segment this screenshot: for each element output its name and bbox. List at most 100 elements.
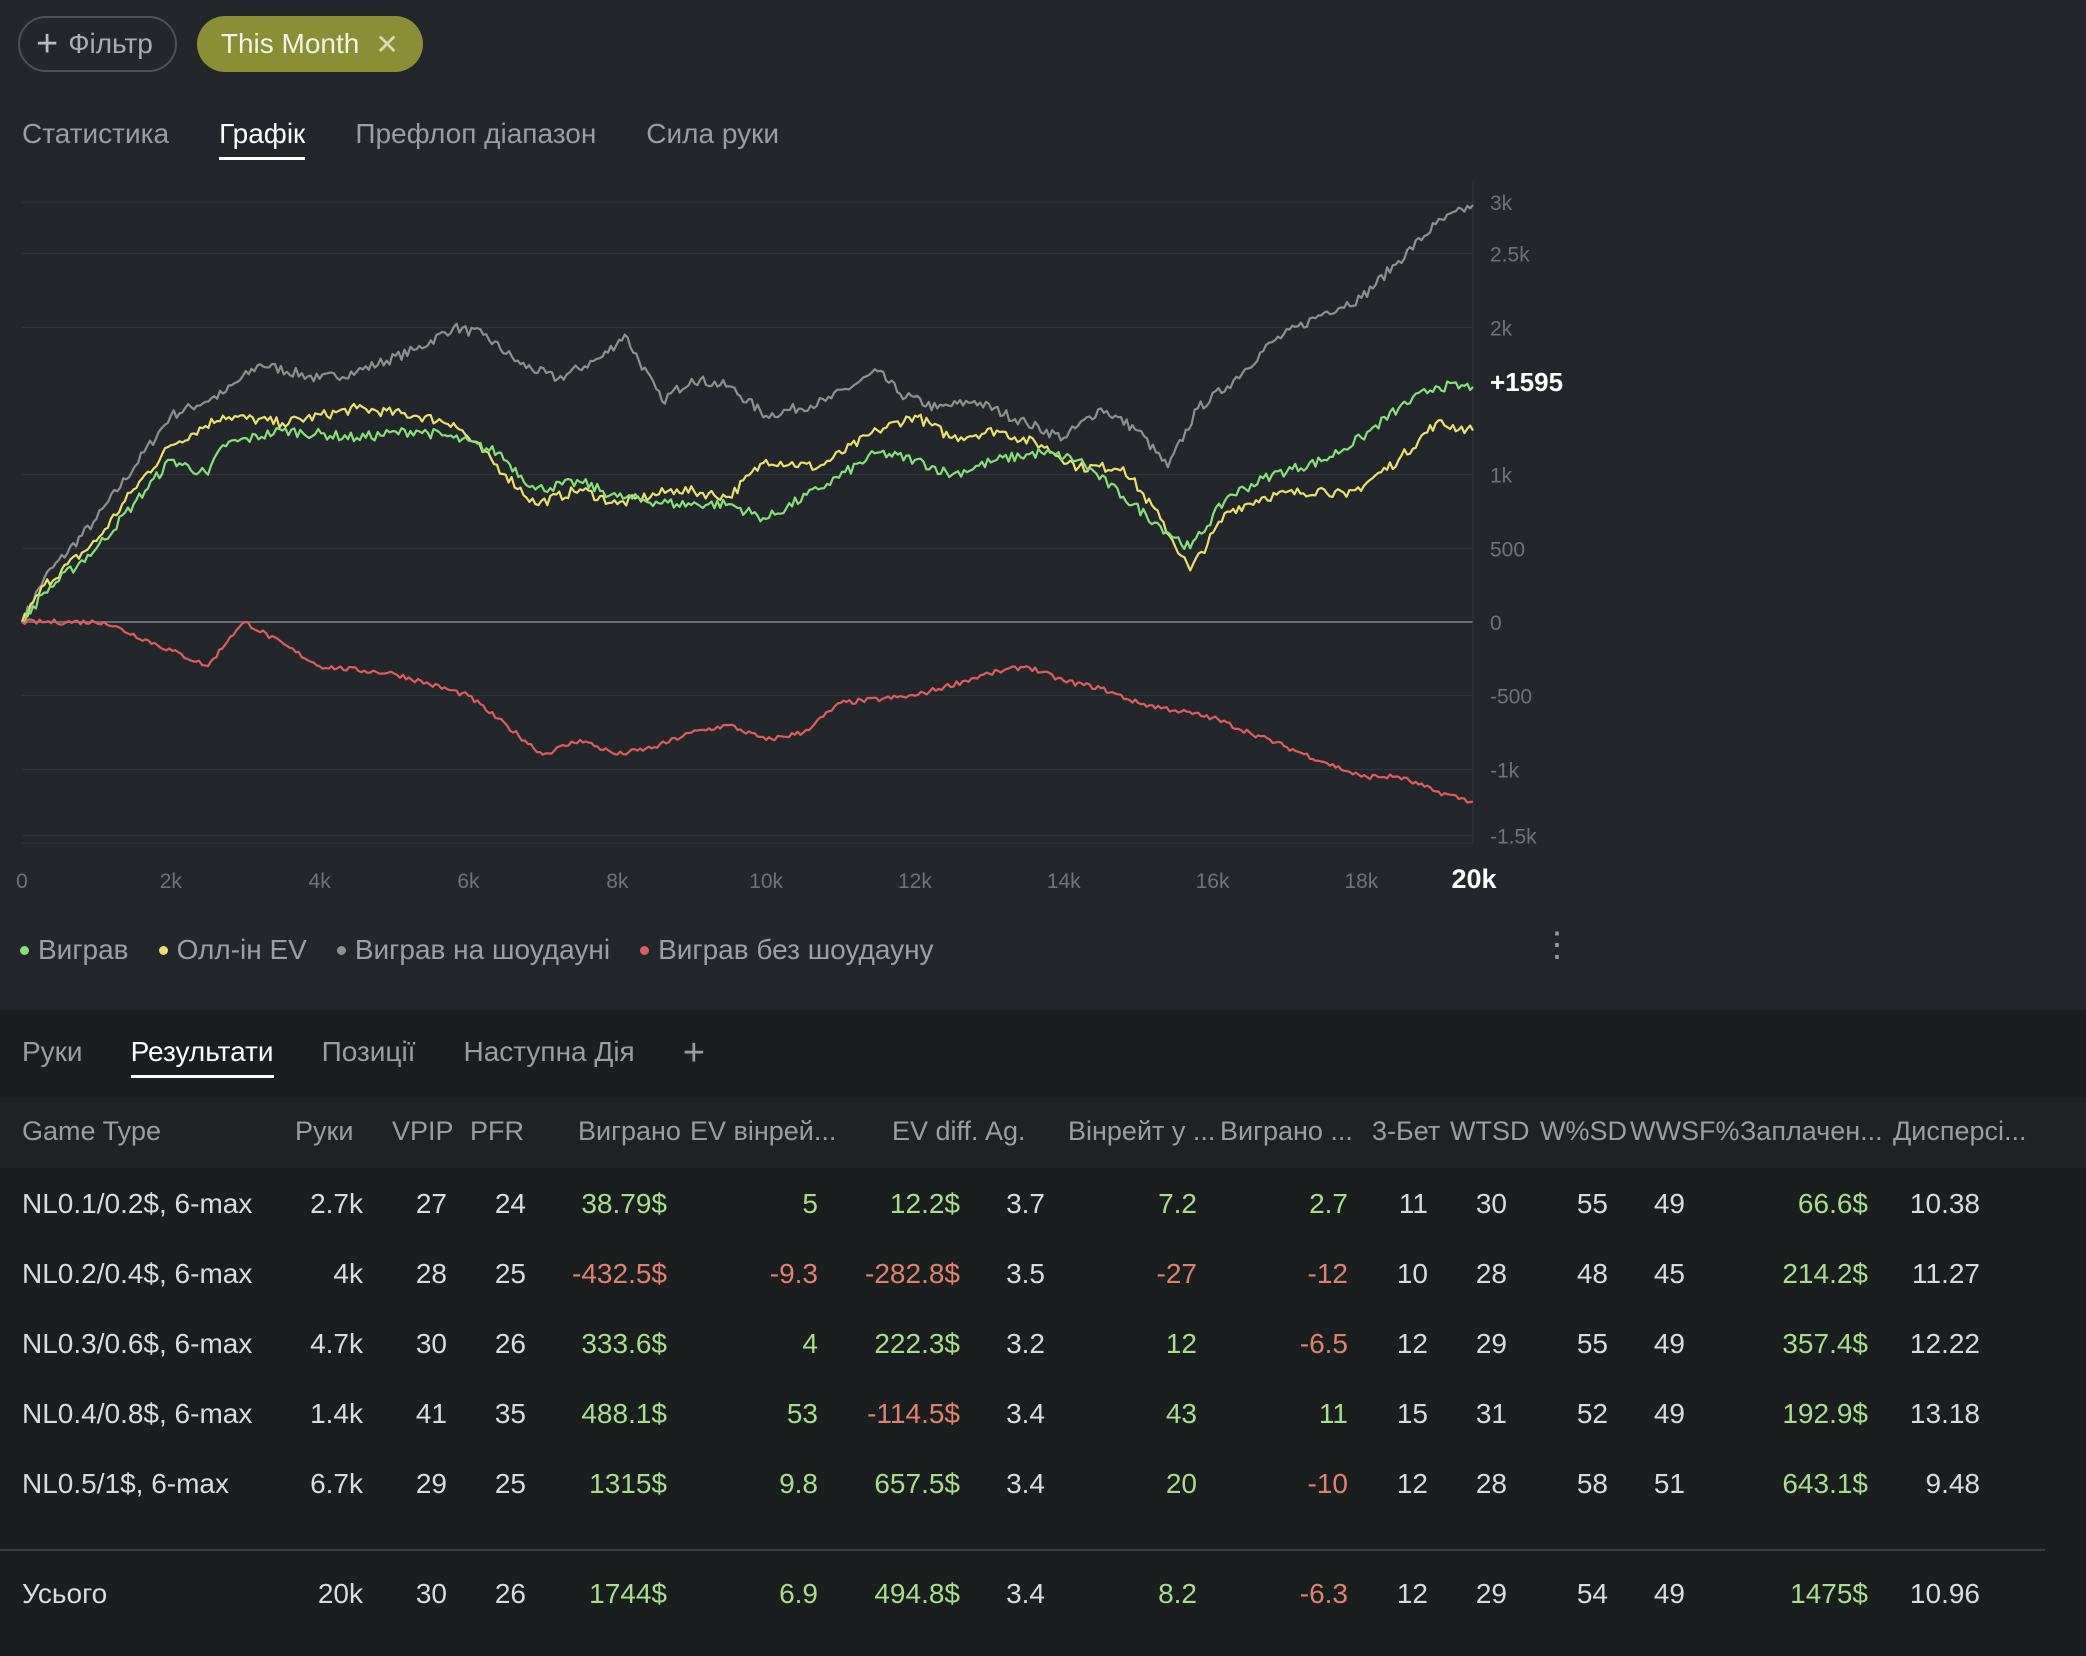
table-cell: 8.2 [1158, 1578, 1197, 1609]
table-cell: 43 [1165, 1398, 1197, 1429]
legend-label: Виграв без шоудауну [658, 934, 934, 965]
legend-item-allin-ev[interactable]: Олл-ін EV [158, 934, 307, 966]
table-cell: 6.9 [779, 1578, 818, 1609]
table-cell: 3.4 [1006, 1468, 1045, 1499]
legend-item-showdown[interactable]: Виграв на шоудауні [336, 934, 610, 966]
table-cell: 49 [1653, 1328, 1685, 1359]
table-cell: 13.18 [1909, 1398, 1980, 1429]
game-type-cell: NL0.4/0.8$, 6-max [22, 1398, 253, 1429]
table-cell: 38.79$ [581, 1188, 667, 1219]
tab-next-action[interactable]: Наступна Дія [463, 1036, 635, 1067]
add-filter-label: Фільтр [68, 28, 153, 59]
table-cell: 5 [802, 1188, 818, 1219]
table-cell: 55 [1576, 1188, 1608, 1219]
column-header[interactable]: 3-Бет [1372, 1116, 1441, 1146]
x-tick-label: 2k [160, 870, 183, 893]
table-row[interactable]: NL0.4/0.8$, 6-max 1.4k 41 35 488.1$ 53 -114.5$… [0, 1378, 2086, 1448]
tab-preflop-range[interactable]: Префлоп діапазон [355, 118, 597, 149]
table-cell: 30 [415, 1578, 447, 1609]
column-header[interactable]: VPIP [392, 1116, 454, 1146]
table-cell: 10.38 [1909, 1188, 1980, 1219]
table-cell: -10 [1307, 1468, 1348, 1499]
more-options-icon[interactable]: ⋮ [1540, 926, 1574, 964]
y-tick-label: -500 [1490, 686, 1532, 709]
legend-item-non-showdown[interactable]: Виграв без шоудауну [640, 934, 934, 966]
column-header[interactable]: Вінрейт у ... [1068, 1116, 1216, 1146]
table-row[interactable]: NL0.2/0.4$, 6-max 4k 28 25 -432.5$ -9.3 -282.8… [0, 1238, 2086, 1308]
column-header[interactable]: Виграно ... [1220, 1116, 1353, 1146]
game-type-cell: NL0.5/1$, 6-max [22, 1468, 229, 1499]
legend-label: Виграв [38, 934, 129, 965]
tab-hand-strength[interactable]: Сила руки [646, 118, 779, 149]
close-icon[interactable]: ✕ [375, 28, 399, 60]
add-filter-button[interactable]: + Фільтр [18, 16, 177, 72]
column-header[interactable]: Виграно [578, 1116, 681, 1146]
table-cell: 15 [1396, 1398, 1428, 1429]
table-cell: 28 [415, 1258, 447, 1289]
table-cell: 11 [1398, 1188, 1428, 1219]
active-filter-chip[interactable]: This Month ✕ [196, 16, 423, 72]
table-row[interactable]: NL0.5/1$, 6-max 6.7k 29 25 1315$ 9.8 657.5$ 3.4… [0, 1448, 2086, 1518]
y-tick-label: 0 [1490, 612, 1502, 635]
table-cell: 3.7 [1006, 1188, 1045, 1219]
table-cell: 41 [415, 1398, 447, 1429]
x-axis-ticks: 0 2k 4k 6k 8k 10k 12k 14k 16k 18k 20k [16, 864, 1497, 894]
column-header[interactable]: WWSF% [1630, 1116, 1740, 1146]
table-cell: 12 [1396, 1328, 1428, 1359]
table-cell: 66.6$ [1797, 1188, 1868, 1219]
column-header[interactable]: EV вінрей... [690, 1116, 837, 1146]
column-header[interactable]: PFR [470, 1116, 524, 1146]
x-tick-label: 8k [606, 870, 629, 893]
tab-hands[interactable]: Руки [22, 1036, 83, 1067]
table-cell: -12 [1307, 1258, 1348, 1289]
add-tab-icon[interactable]: + [682, 1032, 705, 1074]
table-cell: 12 [1396, 1578, 1428, 1609]
table-row[interactable]: NL0.3/0.6$, 6-max 4.7k 30 26 333.6$ 4 222.3$ 3.… [0, 1308, 2086, 1378]
table-cell: 1315$ [589, 1468, 667, 1499]
column-header[interactable]: Game Type [22, 1116, 162, 1146]
table-cell: 49 [1653, 1188, 1685, 1219]
tab-statistics[interactable]: Статистика [22, 118, 170, 149]
table-cell: -27 [1156, 1258, 1197, 1289]
table-cell: 30 [415, 1328, 447, 1359]
tab-results[interactable]: Результати [130, 1036, 274, 1078]
column-header[interactable]: Заплачен... [1740, 1116, 1883, 1146]
table-cell: 30 [1475, 1188, 1507, 1219]
column-header[interactable]: Дисперсі... [1893, 1116, 2027, 1146]
legend-item-won[interactable]: Виграв [20, 934, 129, 966]
table-cell: 1744$ [589, 1578, 667, 1609]
column-header[interactable]: WTSD [1450, 1116, 1530, 1146]
chart-series [20, 204, 1474, 804]
legend-dot-icon [158, 945, 168, 955]
column-header[interactable]: EV diff. [892, 1116, 979, 1146]
series-line [20, 402, 1474, 623]
table-cell: 7.2 [1158, 1188, 1197, 1219]
table-cell: 54 [1576, 1578, 1608, 1609]
end-value-label: +1595 [1490, 367, 1563, 397]
y-tick-label: 3k [1490, 192, 1513, 215]
tab-graph[interactable]: Графік [219, 118, 306, 160]
table-cell: 28 [1475, 1258, 1507, 1289]
table-cell: 12 [1165, 1328, 1197, 1359]
column-header[interactable]: W%SD [1540, 1116, 1627, 1146]
column-header[interactable]: Руки [295, 1116, 354, 1146]
game-type-cell: NL0.2/0.4$, 6-max [22, 1258, 253, 1289]
series-line [21, 380, 1474, 625]
x-tick-label: 6k [457, 870, 480, 893]
table-cell: 49 [1653, 1398, 1685, 1429]
tab-positions[interactable]: Позиції [321, 1036, 416, 1067]
x-tick-label: 12k [898, 870, 932, 893]
table-cell: 45 [1653, 1258, 1685, 1289]
view-tabs: Статистика Графік Префлоп діапазон Сила … [22, 118, 779, 160]
table-cell: 27 [415, 1188, 447, 1219]
game-type-cell: NL0.3/0.6$, 6-max [22, 1328, 253, 1359]
table-cell: 357.4$ [1782, 1328, 1868, 1359]
y-tick-label: -1.5k [1490, 826, 1537, 849]
table-cell: 55 [1576, 1328, 1608, 1359]
winnings-chart: 3k 2.5k 2k 1k 500 0 -500 -1k -1.5k 0 2k 4k 6k 8k 10k 1… [16, 180, 1563, 894]
x-tick-label: 20k [1451, 864, 1497, 894]
column-header[interactable]: Ag. [985, 1116, 1026, 1146]
table-row[interactable]: NL0.1/0.2$, 6-max 2.7k 27 24 38.79$ 5 12.2$ 3.7… [0, 1168, 2086, 1238]
table-cell: 53 [786, 1398, 818, 1429]
total-row[interactable]: Усього 20k 30 26 1744$ 6.9 494.8$ 3.4 8.2 -6.3 12 2… [0, 1558, 2086, 1628]
